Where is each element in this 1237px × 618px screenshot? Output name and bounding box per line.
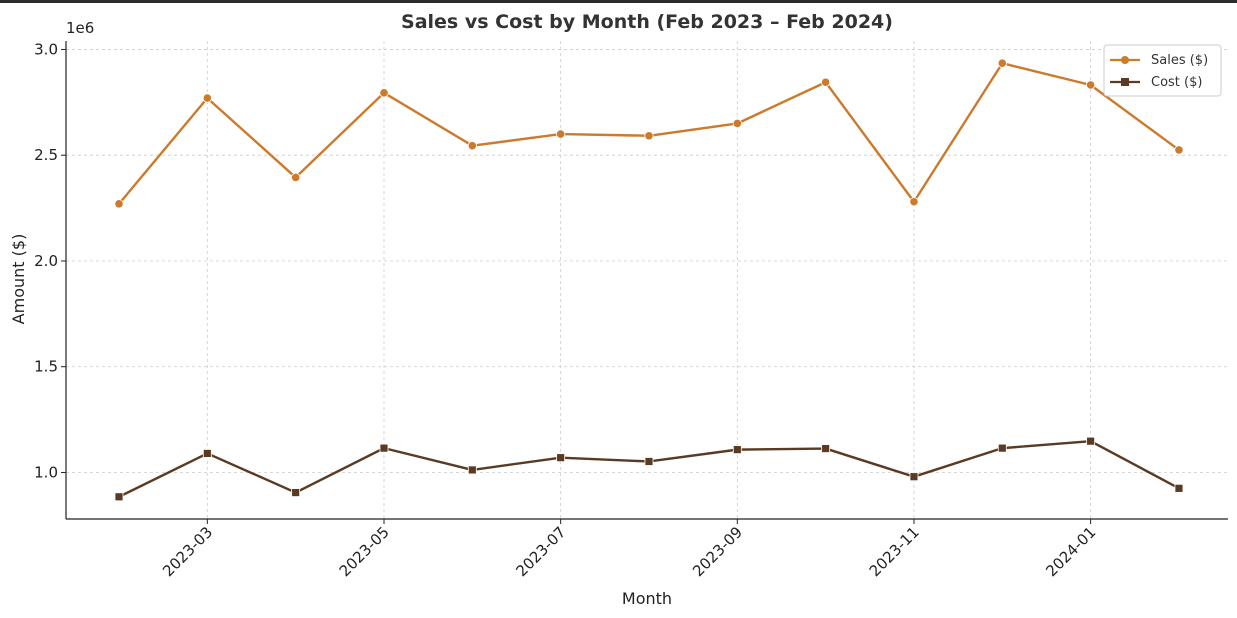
x-tick-label: 2023-09 — [689, 523, 746, 580]
y-offset-label: 1e6 — [66, 19, 94, 37]
cost-point — [909, 472, 919, 482]
sales-point — [1174, 145, 1184, 155]
cost-point — [114, 492, 124, 502]
sales-point — [821, 77, 831, 87]
y-tick-label: 1.0 — [34, 463, 58, 481]
cost-point — [821, 444, 831, 453]
cost-series-line — [118, 439, 1180, 498]
cost-point — [732, 445, 742, 455]
x-tick-label: 2024-01 — [1042, 523, 1099, 580]
sales-point — [732, 118, 742, 129]
cost-point — [556, 453, 566, 463]
axes-layer: 1.0 1.5 2.0 2.5 3.0 2023-03 2023-05 2023-07 2023… — [34, 40, 1228, 580]
series-layer — [114, 58, 1184, 502]
x-axis-label: Month — [622, 589, 672, 608]
legend-box — [1103, 44, 1222, 97]
grid-layer — [66, 41, 1228, 519]
cost-point — [644, 457, 654, 466]
sales-point — [114, 199, 124, 209]
line-chart: 1.0 1.5 2.0 2.5 3.0 2023-03 2023-05 2023-07 2023… — [9, 11, 1228, 608]
cost-point — [997, 443, 1007, 453]
legend: Sales ($) Cost ($) — [1103, 44, 1222, 97]
cost-point — [467, 465, 477, 475]
cost-point — [291, 488, 301, 497]
sales-point — [644, 131, 654, 141]
sales-point — [379, 88, 389, 98]
y-tick-label: 2.0 — [34, 252, 58, 270]
chart-title: Sales vs Cost by Month (Feb 2023 – Feb 2… — [401, 11, 893, 33]
sales-point — [997, 58, 1007, 68]
legend-sales-marker — [1121, 56, 1129, 64]
cost-point — [202, 449, 212, 458]
y-tick-label: 2.5 — [34, 146, 58, 164]
y-axis-label: Amount ($) — [9, 234, 28, 325]
cost-point — [379, 443, 389, 453]
legend-sales-label: Sales ($) — [1151, 53, 1208, 68]
cost-point — [1174, 483, 1184, 493]
sales-point — [467, 141, 477, 151]
legend-cost-marker — [1121, 78, 1129, 86]
sales-point — [556, 129, 566, 139]
cost-point — [1086, 436, 1096, 446]
sales-point — [1086, 80, 1096, 90]
y-tick-label: 1.5 — [34, 358, 58, 376]
x-tick-label: 2023-03 — [159, 523, 216, 580]
y-tick-label: 3.0 — [34, 40, 58, 58]
x-tick-label: 2023-05 — [336, 523, 393, 580]
x-tick-label: 2023-11 — [866, 523, 923, 580]
x-tick-label: 2023-07 — [512, 523, 569, 580]
sales-point — [202, 93, 212, 103]
sales-point — [291, 172, 301, 183]
sales-point — [909, 197, 919, 207]
legend-cost-label: Cost ($) — [1151, 75, 1202, 90]
